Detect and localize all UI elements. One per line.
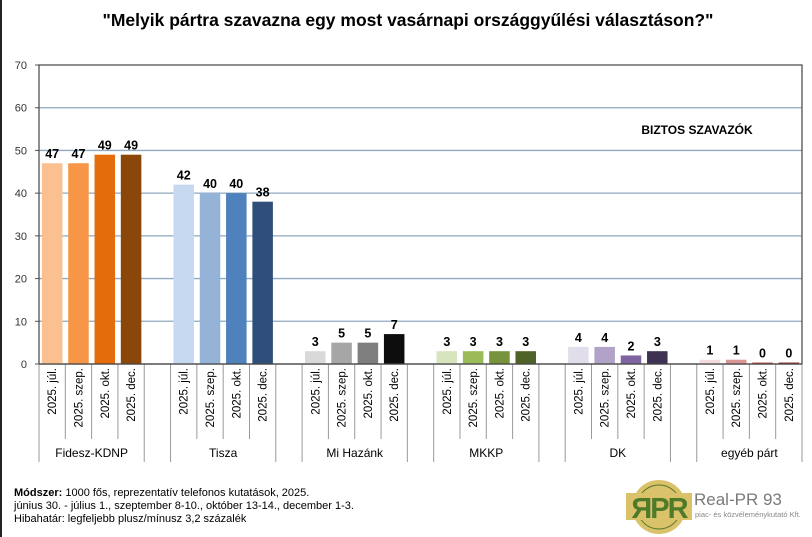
period-label: 2025. júl. (705, 368, 717, 415)
error-margin: Hibahatár: legfeljebb plusz/mínusz 3,2 s… (14, 513, 247, 525)
data-label: 3 (443, 335, 450, 349)
bar (304, 351, 326, 364)
data-label: 38 (256, 186, 270, 200)
bar (120, 154, 142, 364)
method-label: Módszer: (14, 487, 63, 499)
group-label: Tisza (209, 446, 238, 460)
bar (41, 163, 63, 364)
bar (68, 163, 89, 364)
data-label: 47 (72, 147, 86, 161)
data-label: 49 (98, 139, 112, 153)
bar (725, 359, 747, 364)
period-label: 2025. dec. (389, 368, 401, 422)
period-label: 2025. okt. (100, 368, 112, 419)
methodology-note: Módszer: 1000 fős, reprezentatív telefon… (14, 487, 354, 526)
period-label: 2025. okt. (363, 368, 375, 419)
y-tick-label: 30 (15, 231, 27, 243)
period-label: 2025. szep. (600, 368, 612, 427)
bar (357, 342, 379, 364)
data-label: 7 (391, 318, 398, 332)
y-tick-label: 20 (15, 274, 27, 286)
data-label: 49 (124, 139, 138, 153)
data-label: 4 (575, 331, 582, 345)
data-label: 47 (45, 147, 59, 161)
period-label: 2025. szep. (468, 368, 480, 427)
bar (462, 351, 484, 364)
period-label: 2025. júl. (573, 368, 585, 415)
data-label: 5 (364, 327, 371, 341)
data-label: 3 (522, 335, 529, 349)
data-label: 3 (496, 335, 503, 349)
data-label: 4 (601, 331, 608, 345)
bar (252, 201, 273, 364)
annotation-biztos-szavazok: BIZTOS SZAVAZÓK (641, 122, 753, 137)
bar (594, 346, 615, 364)
data-label: 2 (628, 339, 635, 353)
y-tick-label: 60 (15, 103, 27, 115)
period-label: 2025. okt. (494, 368, 506, 419)
bar (699, 359, 721, 364)
data-label: 3 (312, 335, 319, 349)
group-label: Fidesz-KDNP (55, 446, 128, 460)
bar (226, 193, 247, 364)
data-label: 0 (785, 347, 792, 361)
period-label: 2025. okt. (231, 368, 243, 419)
bar (331, 342, 352, 364)
period-label: 2025. szep. (73, 368, 85, 427)
method-text: 1000 fős, reprezentatív telefonos kutatá… (62, 487, 310, 499)
survey-dates: június 30. - július 1., szeptember 8-10.… (14, 500, 354, 512)
data-label: 0 (759, 347, 766, 361)
bar (173, 184, 194, 364)
y-tick-label: 40 (15, 188, 27, 200)
svg-text:ЯPR: ЯPR (631, 493, 688, 525)
period-label: 2025. júl. (179, 368, 191, 415)
y-tick-label: 70 (15, 60, 27, 72)
group-label: Mi Hazánk (326, 446, 384, 460)
period-label: 2025. okt. (626, 368, 638, 419)
group-label: egyéb párt (721, 446, 778, 460)
bar (199, 193, 221, 364)
bar (515, 351, 537, 364)
real-pr-logo: ЯPR (626, 480, 692, 534)
group-label: DK (609, 446, 626, 460)
bar (647, 351, 668, 364)
bar (778, 362, 800, 364)
bar (436, 351, 458, 364)
period-label: 2025. szep. (731, 368, 743, 427)
data-label: 1 (706, 344, 713, 358)
period-label: 2025. dec. (258, 368, 270, 422)
bar (94, 154, 116, 364)
period-label: 2025. dec. (126, 368, 138, 422)
period-label: 2025. júl. (47, 368, 59, 415)
group-label: MKKP (469, 446, 503, 460)
plot-area (38, 64, 803, 365)
bar (568, 346, 589, 364)
data-label: 42 (177, 169, 191, 183)
y-tick-label: 0 (21, 359, 27, 371)
brand-name: Real-PR 93 (694, 490, 782, 509)
bar (383, 334, 405, 364)
period-label: 2025. okt. (758, 368, 770, 419)
bar (752, 362, 773, 364)
data-label: 1 (733, 344, 740, 358)
period-label: 2025. dec. (521, 368, 533, 422)
data-label: 40 (203, 177, 217, 191)
period-label: 2025. júl. (310, 368, 322, 415)
data-label: 3 (470, 335, 477, 349)
period-label: 2025. júl. (442, 368, 454, 415)
bar (489, 351, 510, 364)
period-label: 2025. dec. (784, 368, 796, 422)
brand-subtitle: piac- és közvéleménykutató Kft. (695, 510, 801, 519)
data-label: 40 (229, 177, 243, 191)
y-tick-label: 50 (15, 145, 27, 157)
period-label: 2025. szep. (205, 368, 217, 427)
period-label: 2025. szep. (337, 368, 349, 427)
period-label: 2025. dec. (652, 368, 664, 422)
bar (620, 355, 642, 364)
data-label: 3 (654, 335, 661, 349)
y-tick-label: 10 (15, 316, 27, 328)
data-label: 5 (338, 327, 345, 341)
chart-title: "Melyik pártra szavazna egy most vasárna… (102, 10, 714, 30)
